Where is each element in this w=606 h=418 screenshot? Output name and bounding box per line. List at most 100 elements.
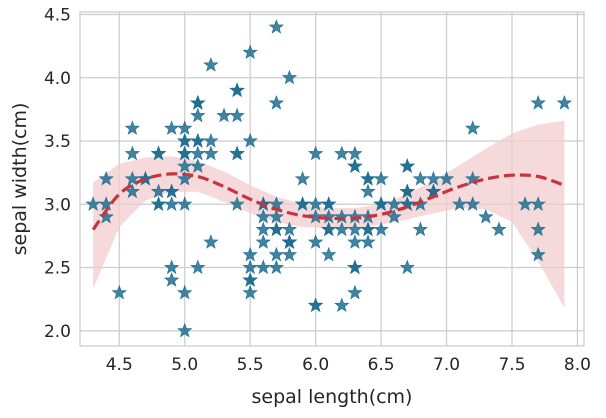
star-marker <box>347 259 363 275</box>
star-marker <box>281 246 298 262</box>
star-marker <box>307 234 324 249</box>
star-marker <box>190 158 206 173</box>
star-marker <box>177 132 193 148</box>
star-marker <box>321 221 337 237</box>
y-tick-label: 2.5 <box>44 259 71 279</box>
star-marker <box>321 246 337 262</box>
star-marker <box>386 196 402 211</box>
star-marker <box>281 234 298 249</box>
star-marker <box>98 208 114 224</box>
star-marker <box>268 259 285 275</box>
star-marker <box>307 196 324 211</box>
star-marker <box>386 208 402 224</box>
star-marker <box>242 132 258 148</box>
y-axis-label: sepal width(cm) <box>9 103 31 256</box>
star-marker <box>399 183 415 199</box>
y-axis-ticks: 2.0 2.5 3.0 3.5 4.0 4.5 <box>44 6 71 342</box>
star-marker <box>307 208 324 224</box>
star-marker <box>530 246 546 262</box>
star-marker <box>517 196 533 211</box>
star-marker <box>177 196 193 211</box>
star-marker <box>412 221 429 237</box>
star-marker <box>124 120 141 135</box>
star-marker <box>347 158 363 173</box>
star-marker <box>177 145 193 161</box>
star-marker <box>203 57 219 72</box>
star-marker <box>177 322 193 338</box>
star-marker <box>242 44 258 60</box>
star-marker <box>242 246 258 262</box>
star-marker <box>85 196 101 211</box>
star-marker <box>360 170 376 186</box>
star-marker <box>347 221 363 237</box>
y-tick-label: 3.0 <box>44 195 71 215</box>
star-marker <box>203 145 219 161</box>
star-marker <box>190 132 206 148</box>
star-marker <box>163 120 180 135</box>
star-marker <box>124 145 141 161</box>
star-marker <box>281 69 298 85</box>
star-marker <box>203 132 219 148</box>
fit-line <box>91 172 565 231</box>
star-marker <box>111 284 127 300</box>
x-tick-label: 5.0 <box>171 355 198 375</box>
star-marker <box>150 183 167 199</box>
data-points <box>85 19 573 338</box>
star-marker <box>465 120 481 135</box>
star-marker <box>530 95 546 110</box>
x-tick-label: 7.5 <box>498 355 525 375</box>
star-marker <box>268 221 285 237</box>
star-marker <box>294 170 311 186</box>
y-tick-label: 3.5 <box>44 132 71 152</box>
star-marker <box>124 170 141 186</box>
star-marker <box>98 170 114 186</box>
star-marker <box>360 221 376 237</box>
star-marker <box>177 170 193 186</box>
x-tick-label: 5.5 <box>237 355 264 375</box>
star-marker <box>307 297 324 313</box>
star-marker <box>177 284 193 300</box>
star-marker <box>373 170 389 186</box>
x-tick-label: 4.5 <box>106 355 133 375</box>
star-marker <box>321 196 337 211</box>
star-marker <box>465 196 481 211</box>
star-marker <box>530 221 546 237</box>
star-marker <box>360 183 376 199</box>
star-marker <box>163 183 180 199</box>
fit-curve <box>91 172 565 231</box>
star-marker <box>255 208 271 224</box>
star-marker <box>360 234 376 249</box>
star-marker <box>163 196 180 211</box>
y-tick-label: 4.5 <box>44 6 71 26</box>
star-marker <box>347 208 363 224</box>
star-marker <box>203 234 219 249</box>
star-marker <box>255 234 271 249</box>
star-marker <box>163 272 180 287</box>
y-tick-label: 2.0 <box>44 322 71 342</box>
star-marker <box>425 170 442 186</box>
star-marker <box>268 95 285 110</box>
star-marker <box>321 208 337 224</box>
x-tick-label: 6.5 <box>368 355 395 375</box>
star-marker <box>347 234 363 249</box>
star-marker <box>229 145 245 161</box>
star-marker <box>190 95 206 110</box>
x-axis-label: sepal length(cm) <box>252 386 413 408</box>
x-tick-label: 8.0 <box>564 355 591 375</box>
star-marker <box>373 221 389 237</box>
star-marker <box>334 145 350 161</box>
star-marker <box>190 107 206 123</box>
star-marker <box>334 297 350 313</box>
y-tick-label: 4.0 <box>44 69 71 89</box>
star-marker <box>150 145 167 161</box>
star-marker <box>229 107 245 123</box>
star-marker <box>177 158 193 173</box>
star-marker <box>478 208 494 224</box>
star-marker <box>399 158 415 173</box>
star-marker <box>242 259 258 275</box>
x-axis-ticks: 4.5 5.0 5.5 6.0 6.5 7.0 7.5 8.0 <box>106 355 591 375</box>
star-marker <box>163 259 180 275</box>
star-marker <box>268 19 285 34</box>
star-marker <box>268 246 285 262</box>
star-marker <box>150 196 167 211</box>
